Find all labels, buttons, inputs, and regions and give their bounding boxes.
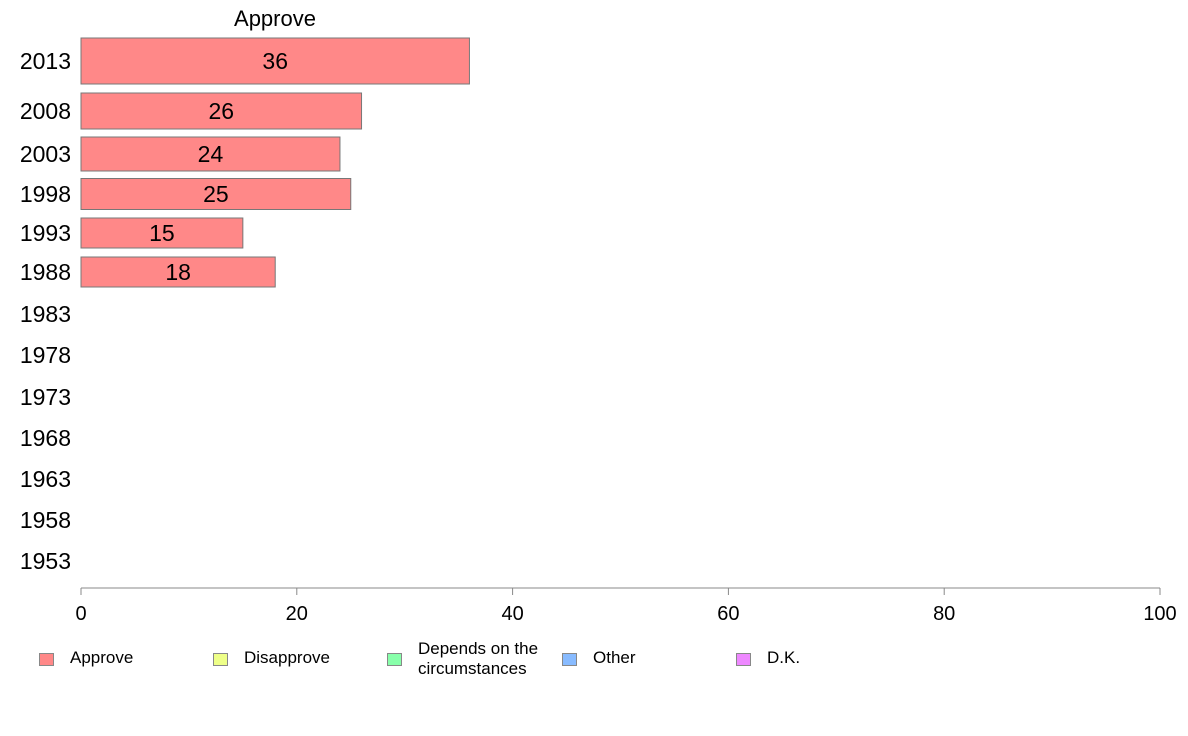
bar-1998 [80, 178, 352, 210]
y-tick-label-1983: 1983 [20, 301, 71, 327]
y-tick-label-1978: 1978 [20, 342, 71, 368]
y-tick-label-1953: 1953 [20, 548, 71, 574]
y-tick-label-2003: 2003 [20, 141, 71, 167]
data-label-1993: 15 [149, 220, 175, 246]
x-tick-label-40: 40 [501, 603, 523, 625]
y-tick-label-1988: 1988 [20, 259, 71, 285]
y-tick-label-1968: 1968 [20, 425, 71, 451]
y-tick-label-2008: 2008 [20, 98, 71, 124]
bar-2003 [80, 136, 341, 172]
x-tick-label-20: 20 [286, 603, 308, 625]
x-tick-label-80: 80 [933, 603, 955, 625]
bars-layer: 36 26 24 25 15 18 [80, 37, 470, 288]
y-tick-label-2013: 2013 [20, 48, 71, 74]
x-tick-label-60: 60 [717, 603, 739, 625]
y-tick-label-1998: 1998 [20, 181, 71, 207]
bar-1988 [80, 256, 276, 288]
data-label-1988: 18 [165, 259, 191, 285]
bar-1993 [80, 217, 244, 249]
y-tick-label-1973: 1973 [20, 384, 71, 410]
data-label-2003: 24 [198, 141, 224, 167]
bar-2013 [80, 37, 470, 85]
y-tick-label-1958: 1958 [20, 507, 71, 533]
data-label-2013: 36 [262, 48, 288, 74]
x-tick-label-0: 0 [75, 603, 86, 625]
y-tick-label-1963: 1963 [20, 466, 71, 492]
x-axis: 0 20 40 60 80 100 [75, 587, 1177, 625]
y-axis-labels: 2013 2008 2003 1998 1993 1988 1983 1978 1973 1968… [20, 48, 71, 574]
data-label-1998: 25 [203, 181, 229, 207]
chart-title: Approve [234, 6, 316, 31]
y-tick-label-1993: 1993 [20, 220, 71, 246]
data-label-2008: 26 [208, 98, 234, 124]
bar-2008 [80, 92, 363, 130]
x-tick-label-100: 100 [1143, 603, 1176, 625]
